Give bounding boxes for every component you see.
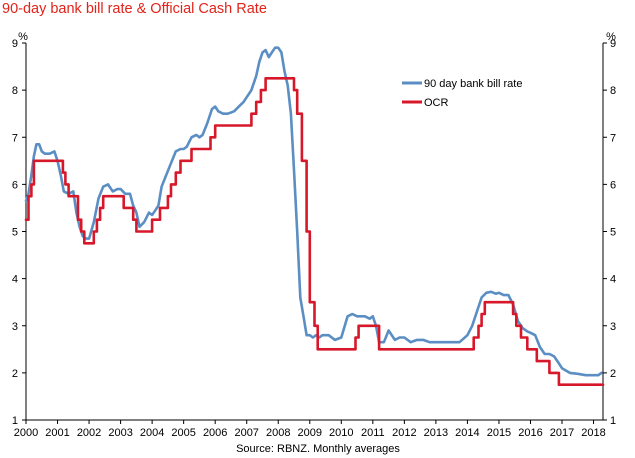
left-y-tick-label: 2	[12, 368, 18, 380]
series-line-ocr	[24, 77, 605, 386]
right-y-tick-label: 7	[610, 132, 616, 144]
x-tick-label: 2009	[298, 427, 322, 439]
series-group	[24, 46, 605, 386]
right-y-tick-label: 8	[610, 85, 616, 97]
left-unit-label: %	[18, 31, 28, 43]
x-tick-label: 2011	[361, 427, 385, 439]
legend-group: 90 day bank bill rate OCR	[402, 78, 522, 109]
left-y-tick-label: 9	[12, 38, 18, 50]
legend-label-bank-bill: 90 day bank bill rate	[424, 78, 522, 90]
x-tick-label: 2004	[140, 427, 164, 439]
right-unit-label: %	[606, 31, 616, 43]
x-tick-label: 2010	[329, 427, 353, 439]
x-tick-label: 2001	[45, 427, 69, 439]
x-tick-label: 2015	[487, 427, 511, 439]
x-tick-label: 2007	[234, 427, 258, 439]
right-y-tick-label: 6	[610, 179, 616, 191]
left-y-tick-label: 3	[12, 321, 18, 333]
x-tick-label: 2006	[203, 427, 227, 439]
left-y-tick-label: 6	[12, 179, 18, 191]
x-tick-label: 2008	[266, 427, 290, 439]
x-tick-label: 2012	[392, 427, 416, 439]
x-tick-label: 2000	[14, 427, 38, 439]
source-note: Source: RBNZ. Monthly averages	[236, 443, 400, 455]
x-tick-label: 2002	[77, 427, 101, 439]
series-line-bank-bill	[24, 46, 603, 377]
left-y-tick-label: 5	[12, 227, 18, 239]
left-y-tick-label: 8	[12, 85, 18, 97]
legend-label-ocr: OCR	[424, 97, 449, 109]
x-tick-label: 2018	[581, 427, 605, 439]
right-y-tick-label: 1	[610, 415, 616, 427]
right-y-tick-label: 9	[610, 38, 616, 50]
right-y-tick-label: 5	[610, 227, 616, 239]
x-tick-label: 2017	[550, 427, 574, 439]
left-y-tick-label: 7	[12, 132, 18, 144]
x-tick-label: 2014	[455, 427, 479, 439]
left-y-tick-label: 4	[12, 274, 18, 286]
x-tick-label: 2016	[518, 427, 542, 439]
axes-group: 1 1 2 2 3 3 4 4 5 5 6 6 7 7 8 8 9 9 2000 2001 2002 2003 2004 20…	[12, 38, 616, 439]
left-y-tick-label: 1	[12, 415, 18, 427]
chart-title: 90-day bank bill rate & Official Cash Ra…	[2, 1, 267, 17]
right-y-tick-label: 4	[610, 274, 616, 286]
right-y-tick-label: 2	[610, 368, 616, 380]
x-tick-label: 2003	[108, 427, 132, 439]
x-tick-label: 2005	[171, 427, 195, 439]
right-y-tick-label: 3	[610, 321, 616, 333]
x-tick-label: 2013	[424, 427, 448, 439]
